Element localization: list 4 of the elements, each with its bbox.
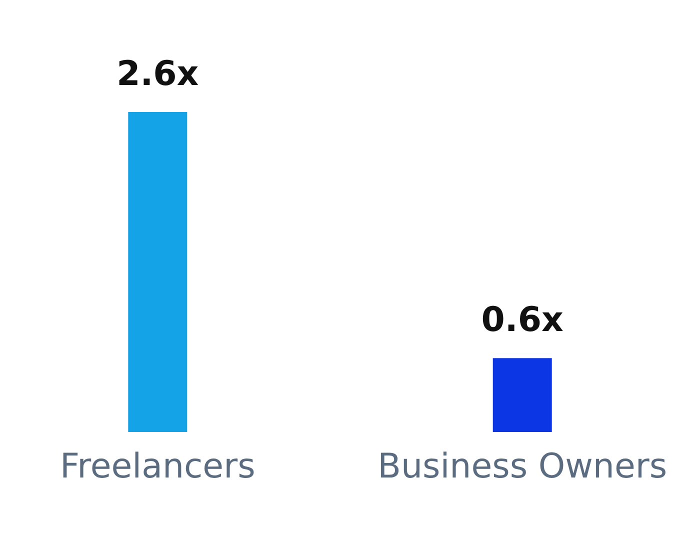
data-label: 0.6x bbox=[481, 300, 564, 340]
data-label: 2.6x bbox=[116, 54, 199, 94]
x-tick-label: Freelancers bbox=[60, 446, 256, 486]
x-tick-label: Business Owners bbox=[378, 446, 668, 486]
